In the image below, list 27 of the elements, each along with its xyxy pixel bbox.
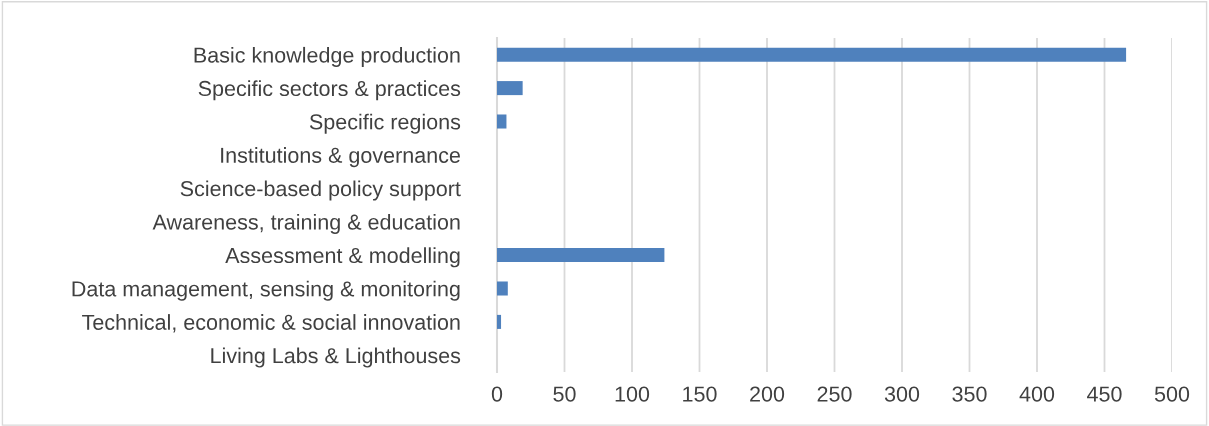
x-tick-label: 300 [884, 386, 920, 402]
y-tick-label: Assessment & modelling [225, 247, 460, 268]
y-tick-label: Institutions & governance [221, 147, 460, 168]
x-tick-label: 350 [952, 386, 987, 402]
bar [497, 281, 508, 296]
x-tick-label: 150 [683, 386, 717, 402]
bar [497, 248, 665, 263]
y-tick-label: Technical, economic & social innovation [82, 314, 460, 333]
y-tick-label: Awareness, training & education [152, 213, 460, 234]
x-tick-label: 400 [1019, 386, 1055, 402]
x-tick-label: 500 [1154, 386, 1190, 402]
x-tick-label: 450 [1087, 386, 1122, 402]
y-tick-label: Specific sectors & practices [198, 80, 461, 101]
y-tick-label: Basic knowledge production [194, 46, 460, 67]
x-tick-label: 200 [750, 386, 785, 402]
y-tick-label: Living Labs & Lighthouses [211, 347, 461, 368]
bar [497, 47, 1127, 62]
x-tick-label: 250 [817, 386, 852, 402]
bar [497, 81, 523, 96]
x-tick-label: 0 [491, 386, 503, 402]
x-tick-label: 100 [615, 386, 650, 402]
x-tick-label: 50 [553, 386, 576, 402]
y-tick-label: Specific regions [309, 113, 461, 134]
bar [497, 314, 502, 329]
y-tick-label: Data management, sensing & monitoring [72, 280, 460, 301]
y-tick-label: Science-based policy support [180, 180, 461, 201]
bar [497, 114, 507, 129]
